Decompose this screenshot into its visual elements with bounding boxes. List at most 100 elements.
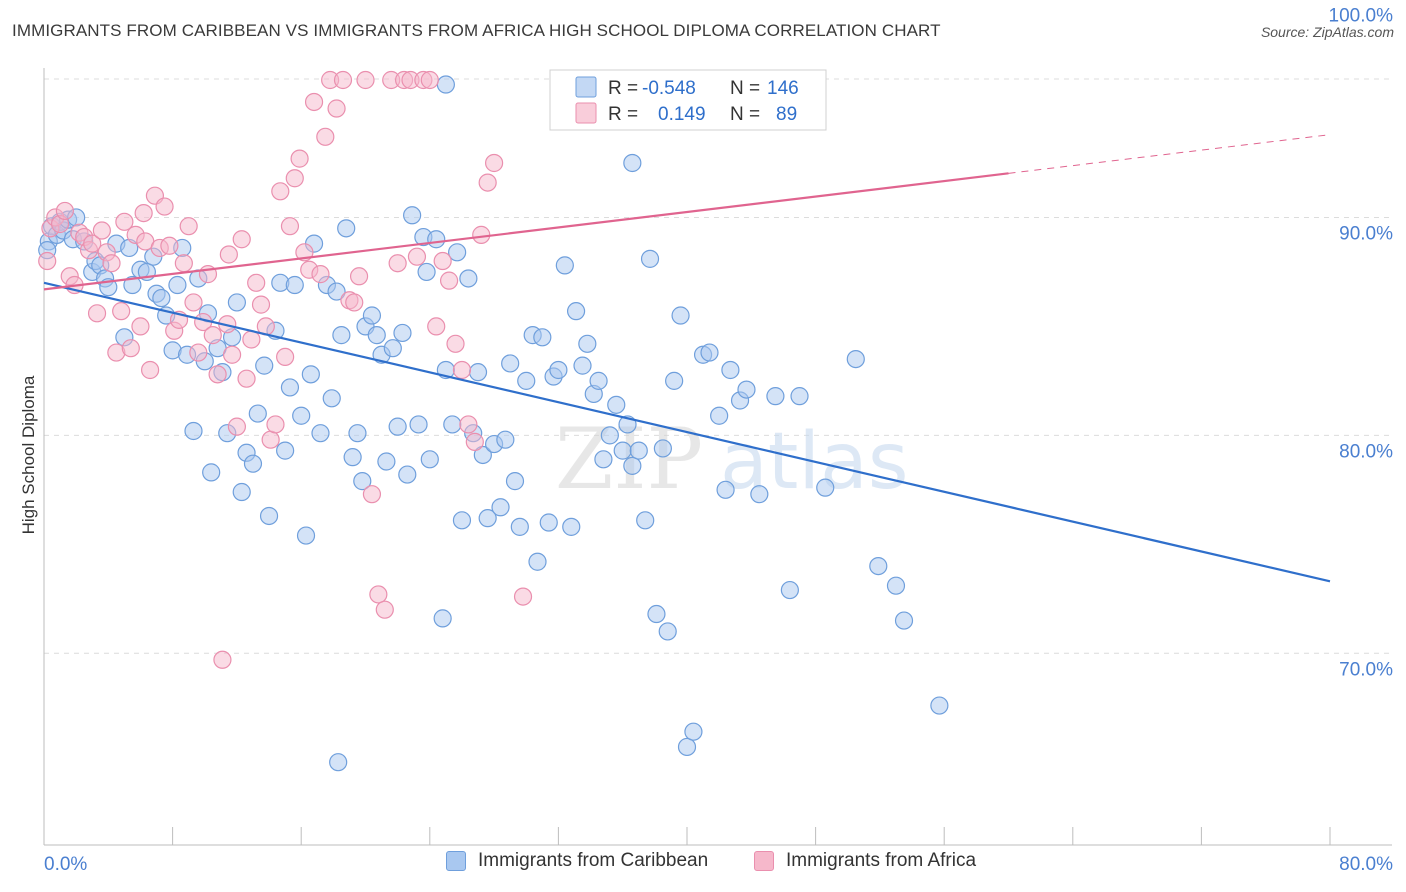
- point-caribbean: [528, 552, 547, 571]
- point-caribbean: [636, 511, 655, 530]
- y-tick-label: 100.0%: [1329, 6, 1394, 27]
- point-caribbean: [398, 465, 417, 484]
- point-caribbean: [665, 371, 684, 390]
- trend-line-caribbean: [43, 281, 1331, 583]
- point-caribbean: [327, 282, 346, 301]
- axis-layer: 70.0% 80.0% 90.0% 100.0% 0.0% 80.0%: [43, 6, 1394, 875]
- point-africa: [208, 365, 227, 384]
- point-caribbean: [578, 334, 597, 353]
- point-caribbean: [653, 439, 672, 458]
- point-caribbean: [452, 511, 472, 530]
- point-africa: [285, 169, 304, 188]
- point-caribbean: [566, 302, 586, 321]
- point-caribbean: [292, 406, 311, 425]
- point-africa: [184, 293, 203, 312]
- stats-swatch-blue: [575, 76, 597, 98]
- point-caribbean: [420, 450, 439, 469]
- point-africa: [92, 221, 111, 240]
- point-caribbean: [409, 415, 428, 434]
- x-tick-label-max: 80.0%: [1339, 854, 1393, 875]
- point-africa: [349, 267, 369, 286]
- point-caribbean: [600, 426, 619, 445]
- point-caribbean: [721, 360, 740, 380]
- trend-layer: [43, 134, 1331, 583]
- point-caribbean: [607, 395, 626, 414]
- point-caribbean: [343, 448, 362, 467]
- point-africa: [219, 245, 238, 264]
- point-africa: [174, 254, 193, 273]
- point-africa: [266, 415, 285, 434]
- point-caribbean: [248, 404, 267, 423]
- stats-n-label-1: N =: [730, 78, 760, 99]
- point-africa: [304, 92, 324, 112]
- point-africa: [203, 326, 222, 345]
- point-caribbean: [716, 480, 735, 499]
- point-caribbean: [436, 75, 455, 94]
- point-caribbean: [427, 230, 446, 249]
- point-caribbean: [459, 269, 478, 288]
- point-africa: [237, 369, 256, 388]
- y-tick-label: 80.0%: [1339, 441, 1393, 462]
- legend-swatch-blue: [446, 851, 466, 871]
- point-caribbean: [700, 343, 719, 362]
- point-caribbean: [348, 424, 367, 443]
- point-caribbean: [816, 478, 835, 497]
- point-caribbean: [491, 498, 510, 517]
- point-africa: [459, 415, 478, 434]
- point-africa: [276, 347, 295, 367]
- point-caribbean: [533, 328, 552, 347]
- point-africa: [261, 430, 280, 449]
- point-caribbean: [623, 456, 642, 475]
- point-africa: [290, 149, 309, 168]
- stats-legend: R = -0.548 N = 146 R = 0.149 N = 89: [549, 69, 827, 131]
- point-caribbean: [473, 445, 492, 465]
- point-caribbean: [766, 387, 785, 406]
- point-caribbean: [894, 611, 914, 630]
- point-africa: [513, 587, 533, 606]
- point-caribbean: [152, 288, 171, 308]
- point-africa: [189, 343, 208, 362]
- y-axis-label: High School Diploma: [19, 375, 38, 534]
- stats-n-value-2: 89: [776, 104, 797, 125]
- point-caribbean: [594, 450, 613, 469]
- point-caribbean: [232, 482, 251, 502]
- point-africa: [356, 70, 375, 90]
- points-layer: [38, 70, 949, 772]
- point-caribbean: [227, 293, 246, 312]
- point-africa: [311, 265, 330, 284]
- point-caribbean: [367, 326, 386, 345]
- point-caribbean: [517, 371, 536, 390]
- stats-n-label-2: N =: [730, 104, 760, 125]
- point-caribbean: [322, 389, 341, 408]
- point-caribbean: [443, 415, 462, 434]
- point-caribbean: [790, 387, 809, 406]
- point-caribbean: [930, 696, 949, 715]
- point-africa: [478, 173, 497, 192]
- stats-r-value-1: -0.548: [642, 78, 696, 99]
- point-africa: [433, 251, 452, 271]
- point-africa: [232, 230, 251, 249]
- point-africa: [280, 217, 300, 236]
- y-tick-label: 70.0%: [1339, 659, 1393, 680]
- point-caribbean: [750, 485, 769, 504]
- point-africa: [247, 273, 266, 292]
- point-caribbean: [276, 441, 295, 460]
- point-africa: [446, 334, 465, 353]
- point-caribbean: [501, 354, 520, 373]
- point-caribbean: [383, 339, 402, 358]
- point-caribbean: [658, 622, 677, 641]
- point-africa: [271, 182, 290, 201]
- point-africa: [316, 127, 335, 146]
- point-africa: [375, 600, 394, 619]
- point-caribbean: [640, 249, 660, 268]
- point-caribbean: [448, 243, 467, 262]
- point-caribbean: [329, 753, 348, 772]
- point-africa: [213, 650, 232, 669]
- point-caribbean: [671, 306, 690, 325]
- point-africa: [134, 203, 153, 223]
- point-africa: [155, 197, 174, 216]
- point-caribbean: [846, 349, 865, 369]
- point-caribbean: [613, 441, 632, 460]
- point-africa: [87, 304, 107, 323]
